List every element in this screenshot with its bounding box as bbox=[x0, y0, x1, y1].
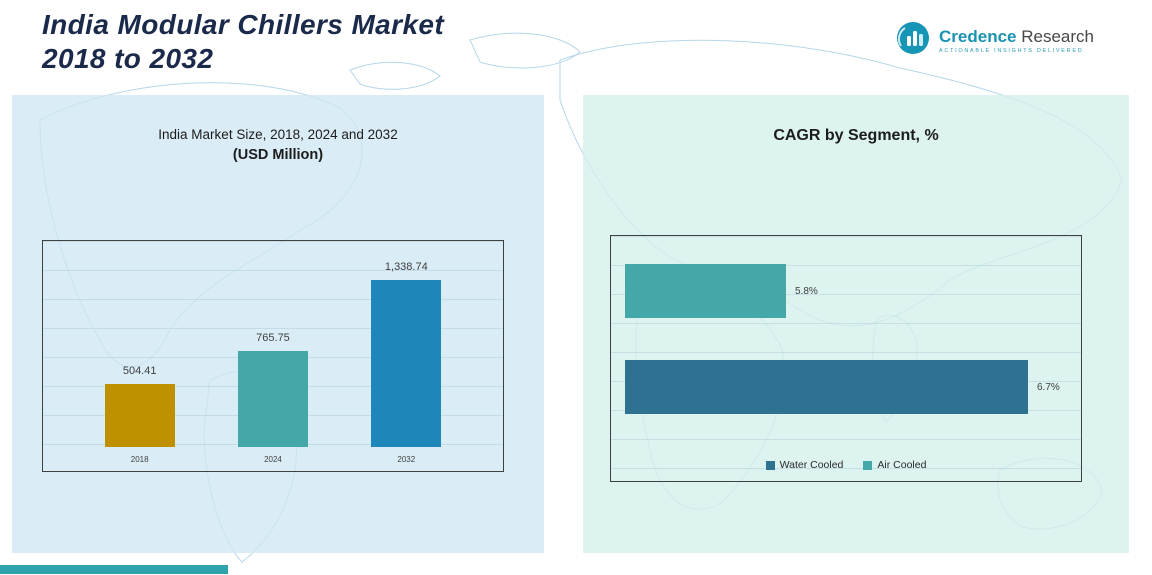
bar-category-label: 2024 bbox=[264, 455, 282, 464]
bar-category-label: 2032 bbox=[397, 455, 416, 464]
cagr-chart: 5.8% 6.7% Water Cooled Air Cooled bbox=[610, 235, 1082, 482]
legend-swatch bbox=[863, 460, 873, 470]
page-title-line1: India Modular Chillers Market bbox=[42, 9, 445, 40]
bar-2018 bbox=[104, 384, 175, 447]
market-size-title-line2: (USD Million) bbox=[232, 147, 324, 163]
page-title: India Modular Chillers Market 2018 to 20… bbox=[42, 8, 444, 76]
hbar-value-label: 5.8% bbox=[795, 285, 818, 297]
bar-value-label: 504.41 bbox=[122, 365, 157, 377]
market-size-chart: 504.41 2018 765.75 2024 1,338.74 2032 bbox=[42, 240, 504, 472]
hbar-row-air-cooled: 5.8% bbox=[625, 264, 1071, 318]
bar-value-label: 765.75 bbox=[256, 332, 290, 344]
market-size-title-line1: India Market Size, 2018, 2024 and 2032 bbox=[158, 127, 398, 142]
legend-item-water-cooled: Water Cooled bbox=[765, 459, 844, 471]
hbar-water-cooled bbox=[625, 360, 1028, 414]
hbar-value-label: 6.7% bbox=[1037, 381, 1060, 393]
cagr-panel: CAGR by Segment, % 5.8% 6.7% Water Cooled… bbox=[583, 95, 1129, 553]
cagr-legend: Water Cooled Air Cooled bbox=[611, 459, 1081, 471]
bar-group-2018: 504.41 2018 bbox=[104, 365, 175, 465]
hbar-air-cooled bbox=[625, 264, 786, 318]
bar-group-2024: 765.75 2024 bbox=[237, 332, 308, 465]
brand-name-primary: Credence bbox=[939, 27, 1017, 46]
hbar-row-water-cooled: 6.7% bbox=[625, 360, 1071, 414]
bar-2032 bbox=[371, 280, 442, 447]
cagr-chart-title: CAGR by Segment, % bbox=[773, 127, 939, 144]
brand-logo-text: Credence Research Actionable Insights De… bbox=[939, 27, 1094, 54]
bar-2024 bbox=[237, 351, 308, 447]
market-size-chart-title: India Market Size, 2018, 2024 and 2032 (… bbox=[12, 125, 544, 165]
brand-name-secondary: Research bbox=[1016, 27, 1094, 46]
credence-logo-icon bbox=[895, 20, 931, 61]
brand-tagline: Actionable Insights Delivered bbox=[939, 48, 1084, 54]
legend-label: Air Cooled bbox=[877, 459, 927, 471]
cagr-plot-area: 5.8% 6.7% bbox=[625, 264, 1071, 456]
legend-item-air-cooled: Air Cooled bbox=[863, 459, 926, 471]
brand-logo: Credence Research Actionable Insights De… bbox=[895, 20, 1094, 61]
market-size-panel: India Market Size, 2018, 2024 and 2032 (… bbox=[12, 95, 544, 553]
legend-swatch bbox=[765, 460, 775, 470]
market-size-plot-area: 504.41 2018 765.75 2024 1,338.74 2032 bbox=[43, 241, 503, 471]
bar-group-2032: 1,338.74 2032 bbox=[371, 261, 442, 465]
bar-category-label: 2018 bbox=[130, 455, 149, 464]
page-title-line2: 2018 to 2032 bbox=[42, 43, 214, 74]
bottom-accent-strip bbox=[0, 565, 228, 574]
legend-label: Water Cooled bbox=[779, 459, 844, 471]
bar-value-label: 1,338.74 bbox=[384, 261, 428, 273]
